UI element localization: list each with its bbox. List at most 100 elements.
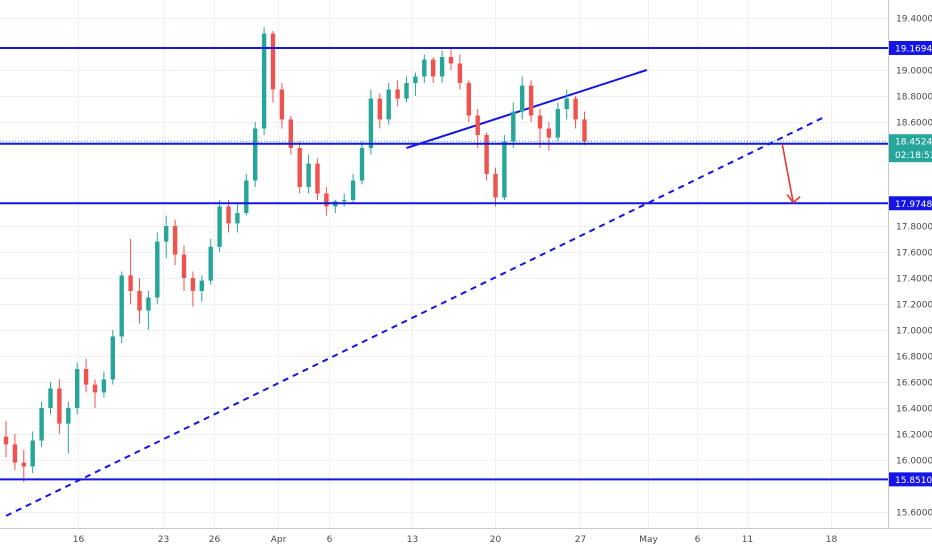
candle-up (342, 200, 347, 202)
candle-down (190, 278, 196, 291)
y-tick-label: 16.20000 (896, 431, 932, 441)
y-tick-label: 16.40000 (896, 405, 932, 415)
candle-down (377, 98, 382, 120)
x-tick-label: 27 (575, 535, 586, 545)
trendlines[interactable] (5, 69, 826, 517)
candle-up (261, 33, 267, 129)
level-tag-17.97489 (889, 196, 932, 211)
candle-up (502, 141, 507, 198)
horizontal-levels[interactable] (0, 46, 888, 481)
candle-up (146, 297, 151, 311)
x-tick-label: 18 (826, 535, 838, 545)
y-tick-label: 18.60000 (896, 119, 932, 129)
candle-up (119, 275, 124, 337)
candle-down (279, 89, 285, 120)
candle-down (288, 119, 293, 148)
candle-down (226, 206, 231, 224)
candle-up (439, 57, 445, 77)
dashed-support-trendline[interactable] (5, 115, 826, 517)
y-tick-label: 18.80000 (896, 93, 932, 103)
candle-down (582, 119, 587, 142)
level-tag-19.16941 (889, 40, 932, 55)
candle-up (208, 246, 213, 281)
candle-down (83, 369, 89, 385)
y-tick-label: 17.00000 (896, 327, 932, 337)
candle-up (199, 280, 204, 291)
rising-trendline[interactable] (406, 69, 648, 149)
forecast-arrow[interactable] (781, 143, 801, 204)
bar-countdown-text: 02:18:53 (895, 151, 932, 161)
candle-down (573, 98, 578, 120)
x-tick-label: 23 (158, 535, 169, 545)
level-tag-15.85102 (889, 472, 932, 487)
candle-up (306, 163, 311, 187)
candle-down (493, 174, 498, 198)
grid-lines (0, 0, 888, 528)
candle-up (555, 109, 560, 138)
time-axis[interactable]: 16 23 26 Apr 6 13 20 27 May 6 11 18 (73, 535, 838, 545)
candle-up (564, 98, 569, 109)
x-tick-label: May (639, 535, 658, 545)
level-tag-15.85102-text: 15.85102 (895, 476, 932, 486)
candle-down (395, 89, 400, 99)
candle-up (404, 83, 409, 99)
x-tick-label: 11 (742, 535, 753, 545)
candle-down (270, 33, 276, 90)
candle-down (546, 128, 552, 138)
candle-up (511, 111, 516, 142)
candle-down (128, 275, 133, 291)
candle-down (315, 163, 320, 194)
candle-down (324, 193, 329, 207)
candle-down (475, 115, 480, 135)
candle-up (101, 379, 107, 393)
y-tick-label: 17.80000 (896, 223, 932, 233)
candle-down (3, 436, 9, 445)
current-price-tag (889, 134, 932, 163)
candle-down (431, 59, 436, 77)
candle-up (155, 241, 160, 298)
arrow-head (786, 194, 801, 204)
level-tag-17.97489-text: 17.97489 (895, 200, 932, 210)
candle-down (448, 57, 454, 64)
y-tick-label: 17.60000 (896, 249, 932, 259)
candle-down (181, 254, 187, 278)
candle-down (137, 291, 142, 311)
candle-up (75, 369, 80, 408)
x-tick-label: 6 (327, 535, 333, 545)
candle-up (413, 76, 418, 83)
candle-down (57, 388, 62, 424)
candle-down (92, 384, 98, 393)
candle-down (21, 462, 26, 467)
candle-up (48, 388, 53, 408)
candle-up (39, 408, 44, 441)
candle-up (244, 180, 249, 213)
candle-up (110, 336, 115, 380)
x-tick-label: 6 (695, 535, 701, 545)
price-axis[interactable]: 19.40000 19.00000 18.80000 18.60000 17.80000… (896, 15, 932, 519)
x-tick-label: 16 (73, 535, 85, 545)
candle-up (235, 213, 240, 224)
candle-up (350, 180, 356, 200)
candle-down (466, 83, 471, 116)
candle-down (457, 63, 463, 83)
y-tick-label: 16.60000 (896, 379, 932, 389)
y-tick-label: 19.40000 (896, 15, 932, 25)
candle-down (537, 115, 543, 129)
candle-up (217, 206, 222, 247)
y-tick-label: 15.60000 (896, 509, 932, 519)
candle-down (484, 135, 489, 174)
candle-up (30, 440, 35, 467)
candle-up (520, 85, 525, 112)
arrow-shaft[interactable] (781, 143, 794, 203)
candle-up (66, 408, 71, 424)
candle-down (528, 85, 534, 116)
y-tick-label: 19.00000 (896, 67, 932, 77)
candle-up (164, 226, 169, 242)
candles (3, 27, 587, 483)
candle-up (368, 98, 374, 148)
price-tags: 19.1694118.4328017.9748915.8510218.45240… (889, 40, 932, 487)
